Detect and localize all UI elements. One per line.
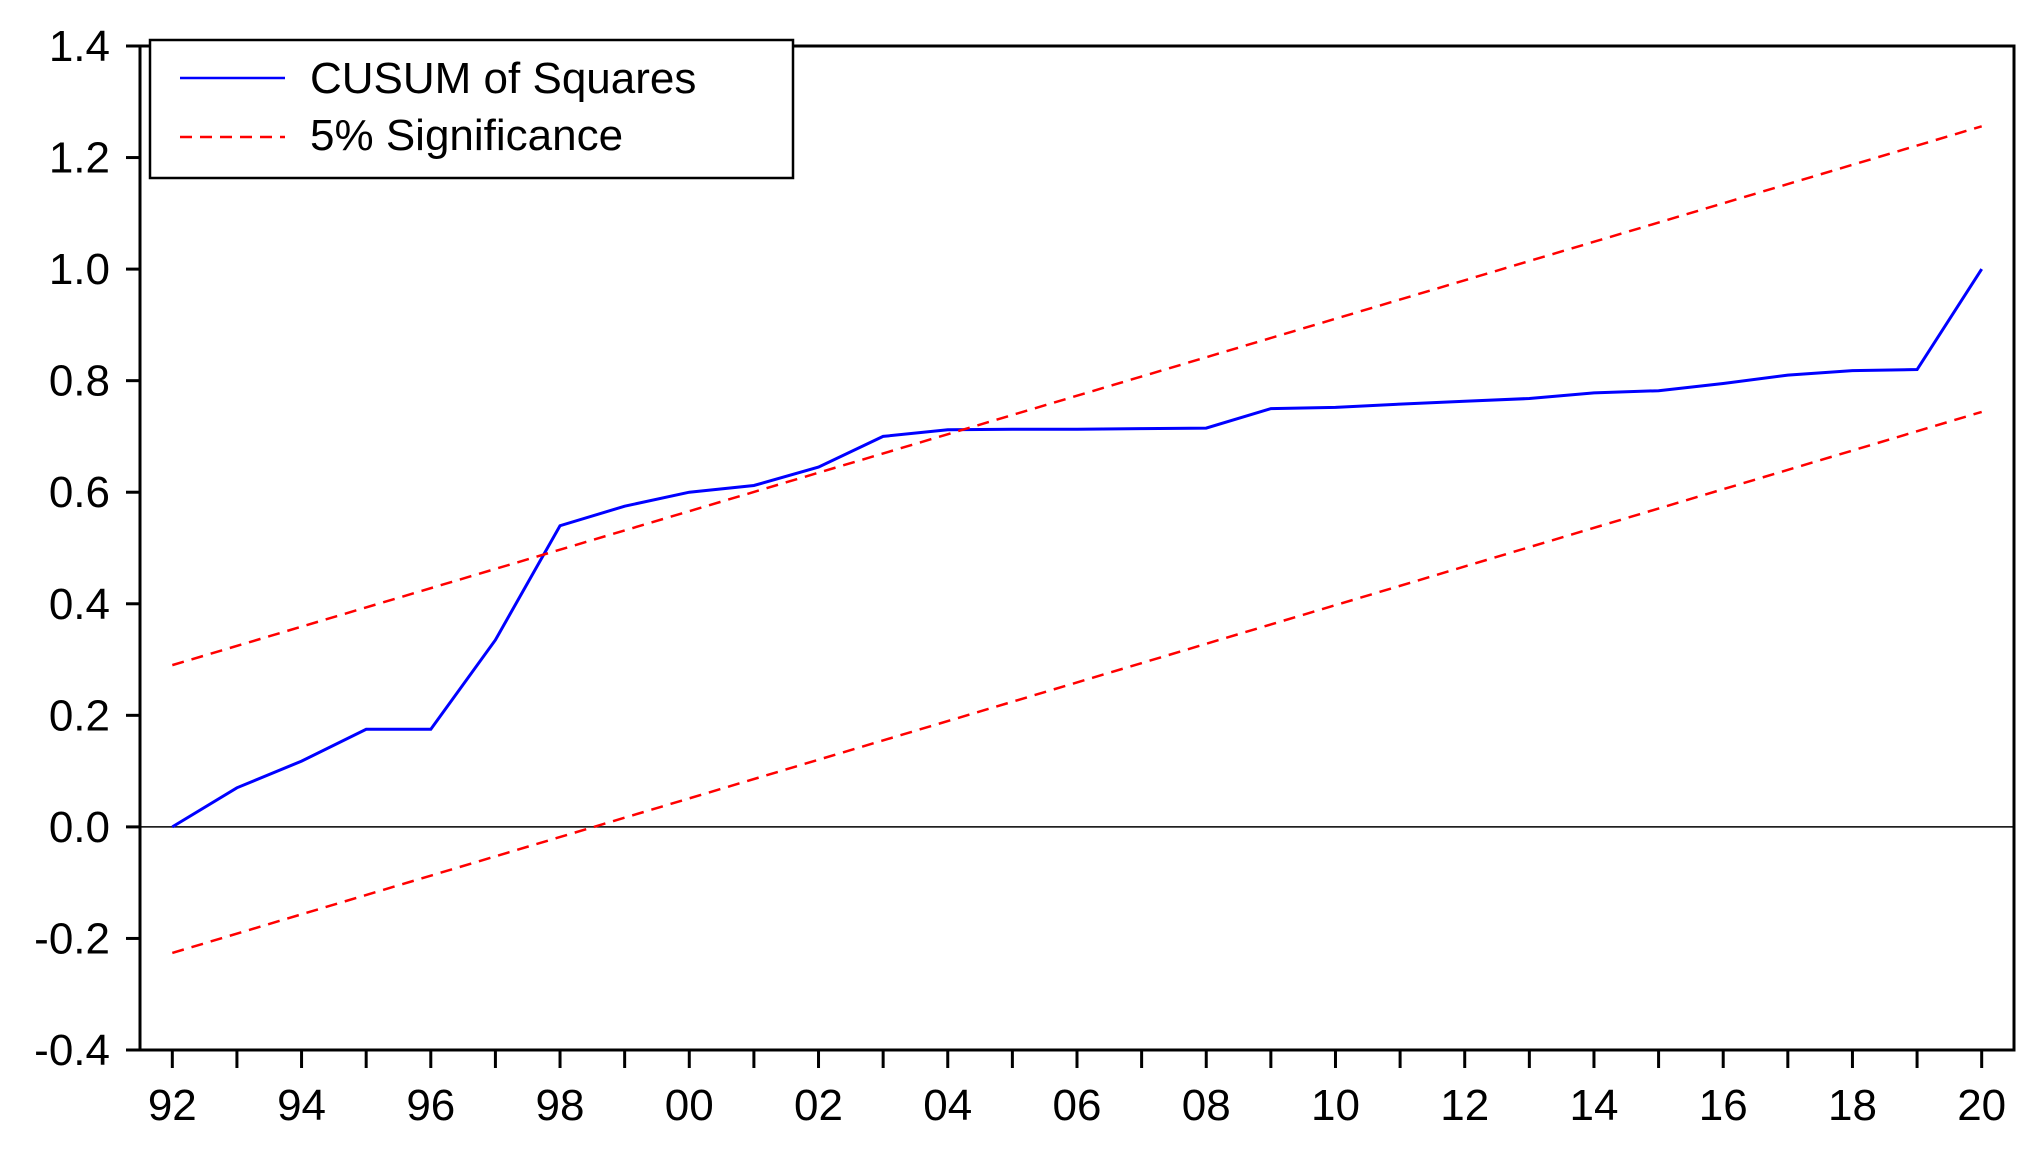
x-tick-label: 96 <box>406 1081 455 1130</box>
series-upper-bound <box>171 125 1983 667</box>
x-tick-label: 16 <box>1699 1081 1748 1130</box>
y-tick-label: 0.0 <box>49 803 110 852</box>
y-tick-label: 0.6 <box>49 468 110 517</box>
y-tick-label: 0.8 <box>49 357 110 406</box>
x-tick-label: 14 <box>1569 1081 1618 1130</box>
y-tick-label: 1.2 <box>49 134 110 183</box>
x-tick-label: 10 <box>1311 1081 1360 1130</box>
x-tick-label: 94 <box>277 1081 326 1130</box>
legend: CUSUM of Squares 5% Significance <box>148 38 795 180</box>
x-tick-label: 04 <box>923 1081 972 1130</box>
x-tick-label: 06 <box>1053 1081 1102 1130</box>
x-axis: 92 94 96 98 00 02 04 06 08 10 12 14 16 18 20 <box>148 1050 2006 1130</box>
series-layer <box>171 125 1983 955</box>
y-tick-label: 0.2 <box>49 691 110 740</box>
x-tick-label: 00 <box>665 1081 714 1130</box>
plot-frame <box>138 44 2016 1052</box>
series-lower-bound <box>171 410 1983 955</box>
x-tick-label: 98 <box>536 1081 585 1130</box>
y-tick-label: -0.2 <box>34 914 110 963</box>
y-axis: -0.4 -0.2 0.0 0.2 0.4 0.6 0.8 1.0 1.2 1.4 <box>34 22 140 1075</box>
y-tick-label: -0.4 <box>34 1026 110 1075</box>
x-tick-label: 08 <box>1182 1081 1231 1130</box>
x-tick-label: 02 <box>794 1081 843 1130</box>
y-tick-label: 0.4 <box>49 580 110 629</box>
legend-box <box>148 38 795 180</box>
y-tick-label: 1.4 <box>49 22 110 71</box>
series-cusum-line <box>171 268 1983 829</box>
x-tick-label: 18 <box>1828 1081 1877 1130</box>
legend-label-cusum: CUSUM of Squares <box>310 54 696 103</box>
legend-label-significance: 5% Significance <box>310 111 623 160</box>
x-tick-label: 92 <box>148 1081 197 1130</box>
y-tick-label: 1.0 <box>49 245 110 294</box>
x-tick-label: 12 <box>1440 1081 1489 1130</box>
x-tick-label: 20 <box>1957 1081 2006 1130</box>
